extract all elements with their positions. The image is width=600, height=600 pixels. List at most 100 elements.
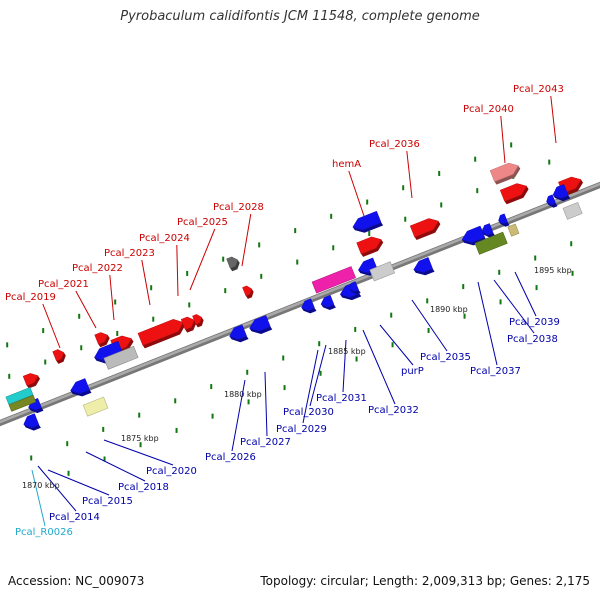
gene-arrow	[94, 332, 109, 345]
gene-arrow	[242, 285, 252, 297]
gene-arrow-shadow	[340, 293, 362, 301]
genome-backbone	[0, 181, 600, 427]
leader-line	[42, 303, 61, 349]
gene-label: Pcal_2030	[283, 407, 334, 418]
leader-line	[109, 274, 115, 321]
map-title: Pyrobaculum calidifontis JCM 11548, comp…	[120, 9, 480, 24]
gene-arrow-shadow	[28, 407, 44, 414]
leader-line	[31, 469, 46, 527]
gene-arrow	[413, 257, 433, 273]
leader-line	[406, 150, 413, 199]
gene-arrow-shadow	[185, 320, 197, 333]
accession-text: Accession: NC_009073	[8, 574, 145, 588]
feature-box	[474, 231, 508, 255]
feature-box	[507, 223, 520, 237]
gene-label: Pcal_2035	[420, 352, 471, 363]
gene-arrow-shadow	[245, 288, 254, 299]
leader-line	[264, 371, 268, 437]
gene-arrow-shadow	[462, 237, 487, 246]
gene-arrow-shadow	[414, 221, 441, 240]
gene-label: hemA	[332, 159, 361, 170]
gene-arrow	[52, 349, 65, 362]
gene-arrow-shadow	[230, 259, 240, 272]
gene-arrow-shadow	[56, 352, 66, 364]
leader-line	[141, 259, 151, 306]
gene-arrow	[22, 373, 39, 386]
gene-arrow-shadow	[494, 165, 521, 185]
gene-arrow	[481, 223, 494, 236]
feature-box	[562, 202, 583, 220]
gene-arrow-shadow	[321, 304, 336, 310]
gene-label: Pcal_2023	[104, 248, 155, 259]
gene-label: Pcal_2024	[139, 233, 190, 244]
gene-arrow-shadow	[352, 222, 384, 233]
gene-label: Pcal_R0026	[15, 527, 73, 538]
gene-arrow-shadow	[504, 186, 529, 205]
gene-arrow	[23, 413, 40, 428]
gene-arrow	[249, 315, 271, 332]
gene-label: Pcal_2037	[470, 366, 521, 377]
gene-arrow	[356, 236, 382, 255]
gene-label: Pcal_2021	[38, 279, 89, 290]
tick-marks	[6, 142, 574, 476]
leader-line	[500, 115, 506, 164]
gene-label: purP	[401, 366, 424, 377]
gene-arrow	[409, 218, 439, 238]
gene-arrow	[552, 183, 569, 199]
kbp-label: 1890 kbp	[430, 305, 468, 314]
gene-arrow	[229, 324, 247, 340]
leader-line	[342, 339, 347, 393]
gene-arrow-shadow	[562, 179, 583, 197]
leader-line	[241, 213, 252, 267]
kbp-label: 1885 kbp	[328, 347, 366, 356]
leader-line	[514, 271, 537, 317]
leader-line	[302, 349, 319, 424]
leader-line	[85, 451, 146, 482]
gene-label: Pcal_2036	[369, 139, 420, 150]
leader-line	[37, 465, 77, 512]
kbp-labels: 1870 kbp 1875 kbp 1880 kbp 1885 kbp 1890 kbp…	[22, 266, 572, 490]
leader-line	[379, 324, 414, 366]
gene-arrow-shadow	[413, 268, 435, 276]
gene-label: Pcal_2025	[177, 217, 228, 228]
leader-line	[189, 228, 216, 291]
gene-arrow-shadow	[546, 201, 558, 208]
gene-arrow-shadow	[26, 375, 40, 389]
feature-box	[82, 396, 109, 417]
feature-box	[8, 394, 37, 412]
feature-box	[103, 345, 139, 370]
gene-label: Pcal_2029	[276, 424, 327, 435]
gene-label: Pcal_2039	[509, 317, 560, 328]
kbp-label: 1880 kbp	[224, 390, 262, 399]
gene-arrow-shadow	[98, 335, 110, 348]
gene-arrow	[192, 314, 202, 325]
gene-label: Pcal_2040	[463, 104, 514, 115]
gene-arrow	[180, 316, 195, 330]
gene-label: Pcal_2026	[205, 452, 256, 463]
gene-arrow	[301, 298, 315, 311]
leader-line	[348, 170, 365, 217]
gene-arrow-shadow	[142, 322, 186, 349]
gene-label: Pcal_2018	[118, 482, 169, 493]
gene-arrow	[349, 281, 359, 292]
gene-arrow	[352, 210, 382, 230]
gene-label: Pcal_2015	[82, 496, 133, 507]
gene-label: Pcal_2028	[213, 202, 264, 213]
gene-label: Pcal_2022	[72, 263, 123, 274]
leader-line	[47, 469, 110, 496]
gene-arrow-shadow	[361, 239, 384, 257]
feature-box	[369, 261, 396, 282]
gene-arrow	[498, 213, 508, 225]
kbp-label: 1875 kbp	[121, 434, 159, 443]
leader-line	[411, 299, 448, 352]
gene-label: Pcal_2043	[513, 84, 564, 95]
gene-arrow-shadow	[249, 326, 273, 334]
feature-box	[5, 387, 34, 405]
gene-arrow-shadow	[301, 307, 317, 314]
leader-line	[550, 95, 557, 144]
gene-arrow-shadow	[70, 389, 92, 397]
leader-line	[176, 244, 179, 297]
gene-arrow	[70, 378, 90, 394]
gene-arrow	[499, 183, 527, 202]
